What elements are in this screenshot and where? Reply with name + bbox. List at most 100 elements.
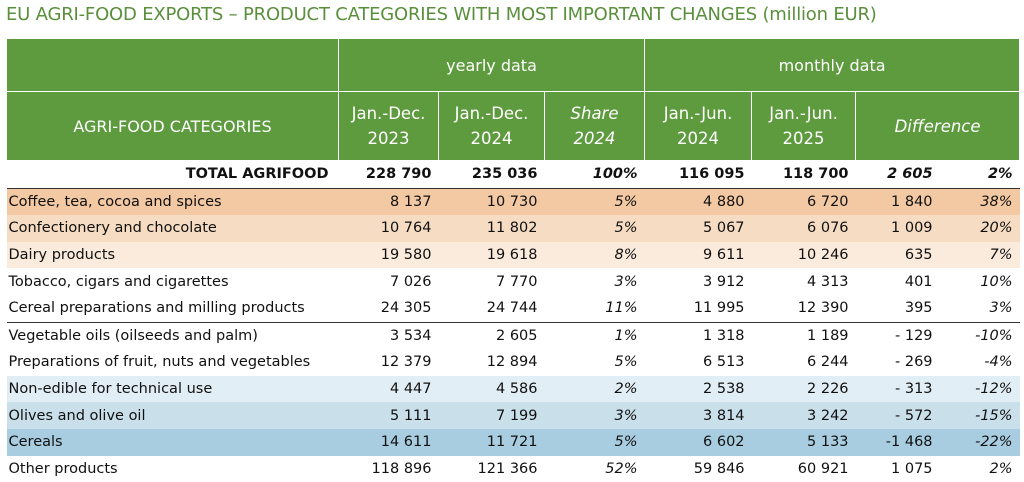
table-cell: 2 226 <box>751 375 856 403</box>
table-cell: 8 137 <box>338 188 439 216</box>
table-cell: 3 814 <box>644 402 752 429</box>
header-line: Jan.-Jun. <box>663 104 733 123</box>
header-jan-jun-2024: Jan.-Jun. 2024 <box>644 91 753 161</box>
table-cell: 12 379 <box>380 354 432 371</box>
table-cell: 7 770 <box>495 273 538 290</box>
exports-table: yearly data monthly data AGRI-FOOD CATEG… <box>6 38 1021 482</box>
header-difference: Difference <box>855 91 1021 161</box>
table-cell: 6 602 <box>644 428 752 456</box>
table-cell: 38% <box>939 188 1020 216</box>
table-cell: TOTAL AGRIFOOD <box>6 160 339 189</box>
table-cell: Non-edible for technical use <box>6 375 339 403</box>
table-row: Preparations of fruit, nuts and vegetabl… <box>7 349 1020 376</box>
table-cell: 12 894 <box>486 354 538 371</box>
table-cell: 6 720 <box>751 188 856 216</box>
table-cell: 118 700 <box>751 160 856 189</box>
header-monthly-data: monthly data <box>644 38 1021 92</box>
table-cell: 2 605 <box>855 160 940 189</box>
header-share-2024: Share 2024 <box>543 91 646 161</box>
table-cell: -10% <box>975 327 1013 344</box>
table-title: EU AGRI-FOOD EXPORTS – PRODUCT CATEGORIE… <box>6 4 877 25</box>
table-cell: 7 026 <box>389 273 432 290</box>
table-cell: 59 846 <box>693 460 745 477</box>
table-cell: 24 305 <box>338 294 439 323</box>
table-cell: 6 076 <box>751 215 856 242</box>
table-cell: 19 580 <box>338 241 439 269</box>
table-cell: 2 538 <box>644 375 752 403</box>
table-cell: 3 912 <box>703 273 745 290</box>
table-cell: - 313 <box>855 375 940 403</box>
table-cell: 1 318 <box>703 327 745 344</box>
table-cell: -12% <box>939 375 1020 403</box>
table-cell: 1 009 <box>855 215 940 242</box>
table-cell: Dairy products <box>6 241 339 269</box>
table-cell: 635 <box>855 241 940 269</box>
table-cell: -1 468 <box>855 428 940 456</box>
table-cell: 10% <box>980 273 1013 290</box>
table-cell: -4% <box>984 354 1013 371</box>
table-cell: 3 242 <box>751 402 856 429</box>
table-cell: Other products <box>8 460 118 477</box>
table-cell: - 572 <box>855 402 940 429</box>
table-row: Olives and olive oil 5 111 7 199 3% 3 81… <box>6 402 1020 429</box>
table-cell: 11 802 <box>438 215 545 242</box>
table-cell: 2 605 <box>495 327 538 344</box>
table-row: Coffee, tea, cocoa and spices 8 137 10 7… <box>6 188 1020 216</box>
table-cell: 11 721 <box>438 428 545 456</box>
header-line: 2024 <box>573 129 616 148</box>
table-cell: 1 075 <box>891 460 933 477</box>
table-row: Other products 118 896 121 366 52% 59 84… <box>7 456 1020 482</box>
header-line: 2023 <box>367 129 410 148</box>
table-cell: 3% <box>939 294 1020 323</box>
table-cell: Vegetable oils (oilseeds and palm) <box>8 327 258 344</box>
table-cell: 100% <box>544 160 645 189</box>
table-cell: 5 067 <box>644 215 752 242</box>
table-cell: -15% <box>939 402 1020 429</box>
table-cell: 121 366 <box>477 460 538 477</box>
table-row: Cereal preparations and milling products… <box>6 294 1020 323</box>
total-row: TOTAL AGRIFOOD 228 790 235 036 100% 116 … <box>6 160 1020 189</box>
header-jan-dec-2024: Jan.-Dec. 2024 <box>438 91 545 161</box>
header-yearly-data: yearly data <box>337 38 646 92</box>
table-cell: Tobacco, cigars and cigarettes <box>8 273 229 290</box>
table-cell: 11% <box>544 294 645 323</box>
table-cell: 1 840 <box>855 188 940 216</box>
table-cell: 3% <box>614 273 638 290</box>
table-row: Vegetable oils (oilseeds and palm) 3 534… <box>7 322 1020 349</box>
table-cell: Olives and olive oil <box>6 402 339 429</box>
table-cell: 4 586 <box>438 375 545 403</box>
table-row: Confectionery and chocolate 10 764 11 80… <box>6 215 1020 242</box>
table-row: Non-edible for technical use 4 447 4 586… <box>6 375 1020 403</box>
table-cell: 8% <box>544 241 645 269</box>
table-cell: Confectionery and chocolate <box>6 215 339 242</box>
table-cell: 2% <box>939 160 1020 189</box>
table-cell: 118 896 <box>371 460 432 477</box>
table-cell: 116 095 <box>644 160 752 189</box>
table-cell: 5% <box>544 215 645 242</box>
table-cell: 4 447 <box>338 375 439 403</box>
table-cell: 5% <box>614 354 638 371</box>
table-cell: 1% <box>614 327 638 344</box>
table-cell: 2% <box>989 460 1013 477</box>
header-jan-jun-2025: Jan.-Jun. 2025 <box>751 91 857 161</box>
table-cell: 14 611 <box>338 428 439 456</box>
table-cell: 6 244 <box>807 354 849 371</box>
table-cell: 24 744 <box>438 294 545 323</box>
header-blank <box>6 38 339 92</box>
table-cell: Preparations of fruit, nuts and vegetabl… <box>8 354 311 371</box>
header-line: Share <box>570 104 619 123</box>
table-cell: 10 246 <box>751 241 856 269</box>
table-cell: 52% <box>605 460 638 477</box>
table-row: Dairy products 19 580 19 618 8% 9 611 10… <box>6 241 1020 269</box>
table-cell: 9 611 <box>644 241 752 269</box>
header-line: 2024 <box>677 129 720 148</box>
table-cell: 3% <box>544 402 645 429</box>
table-cell: -22% <box>939 428 1020 456</box>
table-cell: 228 790 <box>338 160 439 189</box>
header-line: 2025 <box>782 129 825 148</box>
header-jan-dec-2023: Jan.-Dec. 2023 <box>338 91 439 161</box>
header-line: Jan.-Jun. <box>769 104 838 123</box>
table-cell: 6 513 <box>703 354 745 371</box>
table-cell: 7% <box>939 241 1020 269</box>
table-cell: 401 <box>904 273 933 290</box>
